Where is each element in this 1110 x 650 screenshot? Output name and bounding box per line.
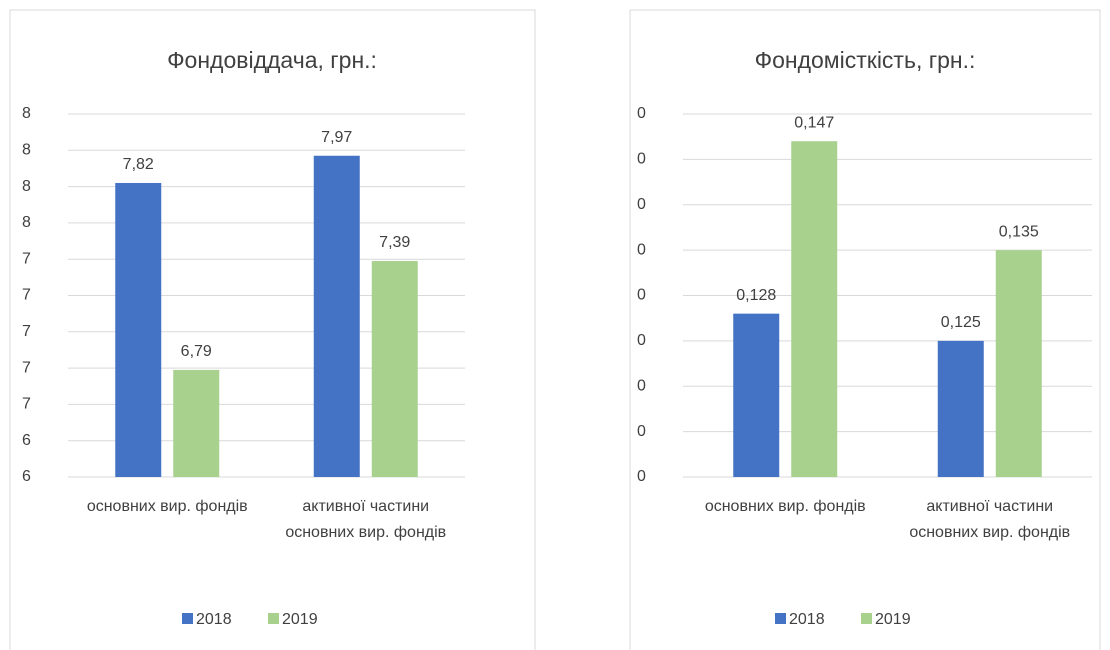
panel: [629, 9, 1101, 650]
chart-title: Фондомісткість, грн.:: [755, 47, 976, 73]
bar: [733, 313, 780, 477]
y-tick-label: 7: [22, 359, 31, 376]
y-tick-label: 7: [22, 287, 31, 304]
y-tick-label: 0: [637, 377, 646, 394]
bar: [371, 261, 418, 477]
data-label: 0,135: [999, 223, 1039, 240]
legend-swatch: [182, 613, 193, 624]
legend-label: 2018: [789, 611, 825, 628]
y-tick-label: 6: [22, 432, 31, 449]
y-tick-label: 7: [22, 396, 31, 413]
x-tick-label: основних вир. фондів: [86, 498, 248, 515]
x-tick-label: основних вир. фондів: [704, 498, 866, 515]
bar: [173, 369, 220, 477]
data-label: 7,82: [123, 156, 154, 173]
y-tick-label: 0: [637, 151, 646, 168]
data-label: 7,39: [379, 234, 410, 251]
legend-swatch: [775, 613, 786, 624]
data-label: 6,79: [181, 343, 212, 360]
bar: [313, 155, 360, 477]
bar: [115, 182, 162, 477]
y-tick-label: 0: [637, 423, 646, 440]
y-tick-label: 7: [22, 323, 31, 340]
bar: [791, 141, 838, 477]
x-tick-label: активної частини основних вир. фондів: [909, 498, 1071, 541]
y-tick-label: 0: [637, 468, 646, 485]
data-label: 0,125: [941, 314, 981, 331]
y-tick-label: 8: [22, 214, 31, 231]
data-label: 0,128: [736, 287, 776, 304]
y-tick-label: 0: [637, 241, 646, 258]
panel: [9, 9, 536, 650]
y-tick-label: 0: [637, 196, 646, 213]
bar: [995, 250, 1042, 477]
chart-title: Фондовіддача, грн.:: [167, 47, 377, 73]
y-tick-label: 8: [22, 178, 31, 195]
y-tick-label: 0: [637, 287, 646, 304]
legend-swatch: [861, 613, 872, 624]
legend-swatch: [268, 613, 279, 624]
data-label: 7,97: [321, 129, 352, 146]
y-tick-label: 0: [637, 332, 646, 349]
y-tick-label: 8: [22, 142, 31, 159]
y-tick-label: 0: [637, 105, 646, 122]
y-tick-label: 6: [22, 468, 31, 485]
bar: [937, 340, 984, 477]
legend-label: 2019: [282, 611, 318, 628]
y-tick-label: 8: [22, 105, 31, 122]
y-tick-label: 7: [22, 250, 31, 267]
legend-label: 2018: [196, 611, 232, 628]
x-tick-label: активної частини основних вир. фондів: [285, 498, 447, 541]
data-label: 0,147: [794, 114, 834, 131]
legend-label: 2019: [875, 611, 911, 628]
